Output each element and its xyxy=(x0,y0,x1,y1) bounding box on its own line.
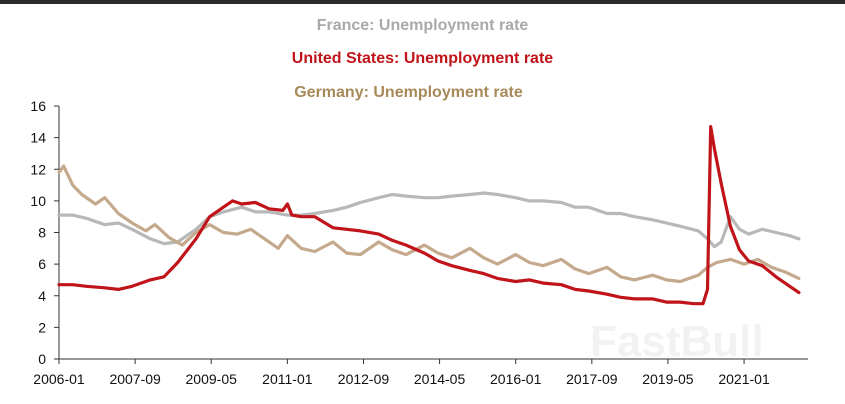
legend-label-united-states: United States: Unemployment rate xyxy=(291,50,554,67)
y-tick-label: 6 xyxy=(38,256,46,272)
watermark-layer: FastBull xyxy=(590,317,764,366)
series-group xyxy=(57,125,801,306)
series-line-united-states xyxy=(57,125,801,306)
y-tick-label: 10 xyxy=(30,193,46,209)
y-tick-label: 2 xyxy=(38,319,46,335)
y-tick-label: 14 xyxy=(30,130,46,146)
series-line-germany xyxy=(57,164,801,284)
x-tick-label: 2009-05 xyxy=(186,371,238,387)
y-tick-label: 12 xyxy=(30,161,46,177)
y-tick-label: 8 xyxy=(38,225,46,241)
x-tick-label: 2014-05 xyxy=(414,371,466,387)
x-tick-label: 2017-09 xyxy=(566,371,618,387)
watermark-text: FastBull xyxy=(590,317,764,366)
x-tick-label: 2007-09 xyxy=(109,371,161,387)
legend-entry-united-states: United States: Unemployment rate xyxy=(0,50,845,68)
legend-label-france: France: Unemployment rate xyxy=(316,17,529,34)
x-tick-label: 2016-01 xyxy=(490,371,542,387)
y-tick-label: 4 xyxy=(38,288,46,304)
x-tick-label: 2006-01 xyxy=(33,371,85,387)
legend-entry-germany: Germany: Unemployment rate xyxy=(0,84,831,102)
axes: 0 2 4 6 8 10 12 14 16 2006-01 2007-09 2009-05 2011-0… xyxy=(30,98,808,387)
x-tick-label: 2021-01 xyxy=(718,371,770,387)
x-tick-label: 2019-05 xyxy=(642,371,694,387)
x-tick-label: 2011-01 xyxy=(262,371,313,387)
y-tick-label: 0 xyxy=(38,351,46,367)
legend-label-germany: Germany: Unemployment rate xyxy=(294,84,523,101)
y-tick-label: 16 xyxy=(30,98,46,114)
top-border xyxy=(0,0,845,4)
legend-entry-france: France: Unemployment rate xyxy=(0,17,845,35)
x-tick-label: 2012-09 xyxy=(338,371,390,387)
